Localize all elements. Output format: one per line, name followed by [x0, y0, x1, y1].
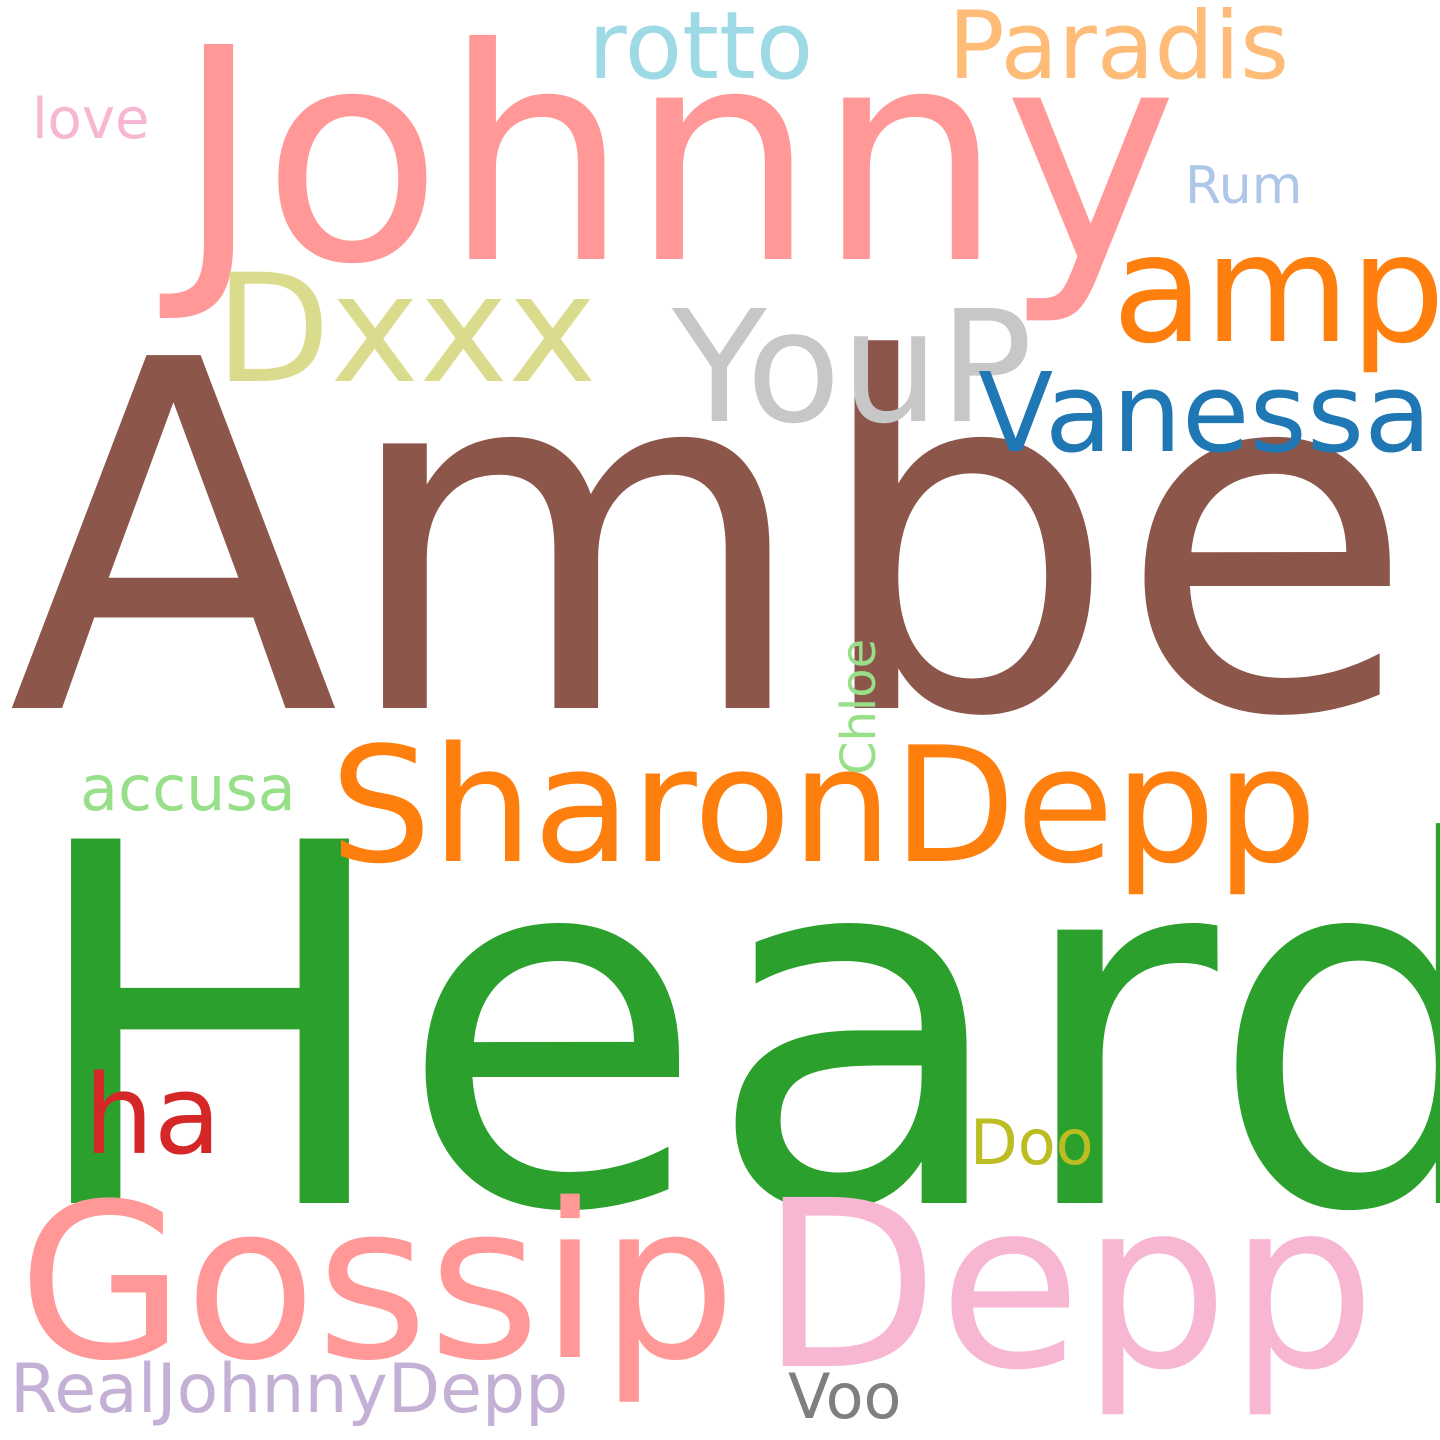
word-amber: Amber: [8, 260, 1440, 823]
word-realjohnnydepp: RealJohnnyDepp: [10, 1350, 569, 1429]
word-heard: Heard: [22, 739, 1440, 1321]
word-doo: Doo: [970, 1106, 1094, 1179]
word-accusa: accusa: [80, 752, 296, 825]
word-johnny: Johnny: [175, 0, 1178, 329]
word-voo: Voo: [788, 1360, 902, 1433]
word-paradis: Paradis: [948, 0, 1290, 101]
word-amp: amp: [1112, 203, 1440, 377]
word-depp: Depp: [760, 1151, 1376, 1421]
word-dxxx: Dxxx: [215, 243, 597, 417]
word-gossip: Gossip: [18, 1157, 737, 1408]
word-youp: YouP: [672, 277, 1033, 458]
word-rum: Rum: [1185, 156, 1303, 216]
word-love: love: [32, 87, 150, 152]
word-ha: ha: [84, 1051, 222, 1179]
word-rotto: rotto: [588, 0, 814, 101]
word-vanessa: Vanessa: [978, 349, 1432, 477]
word-sharondepp: SharonDepp: [330, 712, 1318, 899]
word-chloe: Chloe: [831, 638, 887, 775]
